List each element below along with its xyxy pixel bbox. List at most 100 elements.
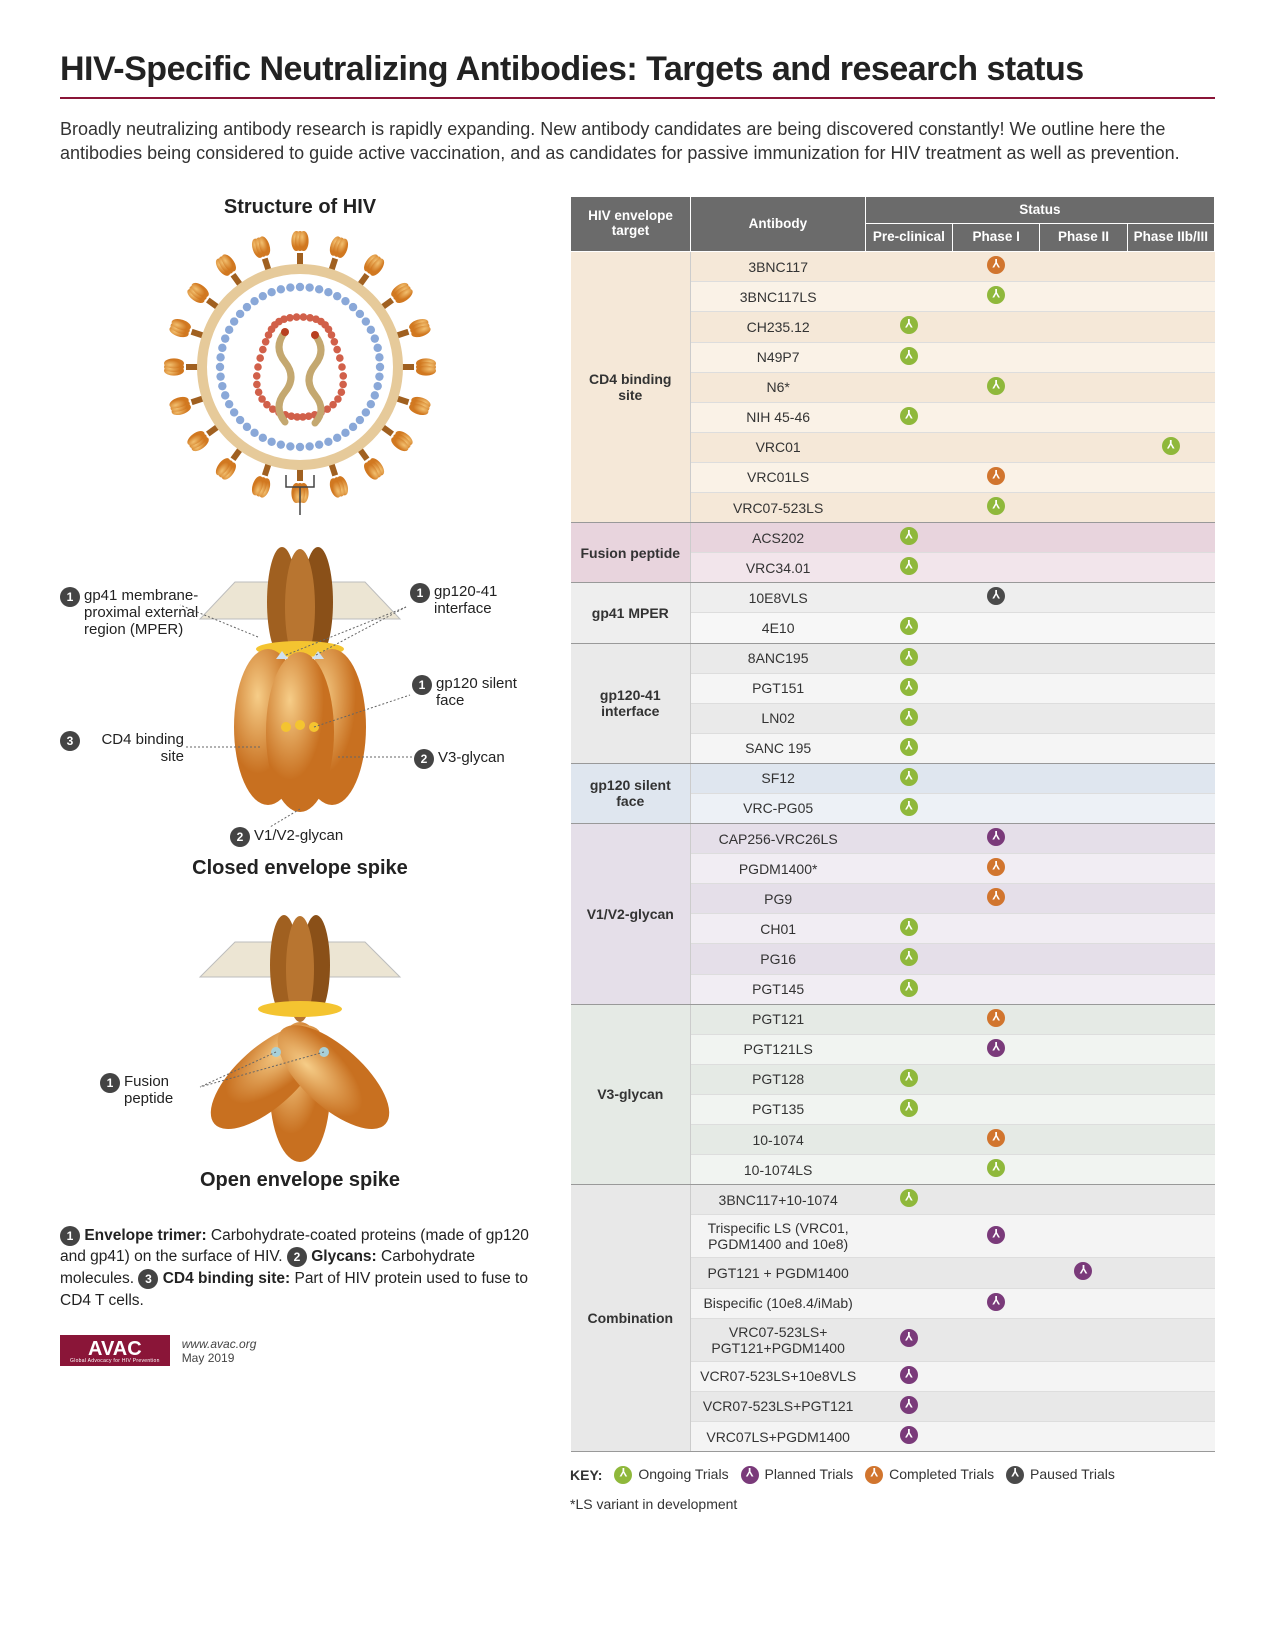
status-cell (1040, 763, 1127, 793)
completed-icon (987, 1129, 1005, 1147)
ongoing-icon (987, 1159, 1005, 1177)
target-cell: CD4 binding site (571, 252, 691, 523)
badge-1-icon: 1 (100, 1073, 120, 1093)
status-cell (1127, 673, 1214, 703)
antibody-cell: PGT151 (691, 673, 866, 703)
status-cell (1040, 613, 1127, 643)
antibody-cell: PGT121LS (691, 1034, 866, 1064)
status-cell (865, 372, 952, 402)
th-phase1: Phase I (953, 224, 1040, 252)
antibody-cell: PGT121 + PGDM1400 (691, 1258, 866, 1288)
completed-icon (987, 888, 1005, 906)
antibody-cell: 10-1074LS (691, 1155, 866, 1185)
status-cell (953, 372, 1040, 402)
antibody-cell: VRC01LS (691, 462, 866, 492)
status-cell (953, 1034, 1040, 1064)
open-spike-diagram (160, 897, 440, 1167)
planned-icon (900, 1329, 918, 1347)
antibody-cell: PG9 (691, 884, 866, 914)
status-cell (1040, 462, 1127, 492)
status-cell (953, 974, 1040, 1004)
planned-icon (900, 1366, 918, 1384)
status-cell (865, 553, 952, 583)
callout-v1v2: V1/V2-glycan (254, 827, 343, 844)
status-cell (953, 944, 1040, 974)
status-cell (953, 824, 1040, 854)
table-column: HIV envelope target Antibody Status Pre-… (570, 196, 1215, 1513)
status-cell (953, 673, 1040, 703)
status-cell (1127, 884, 1214, 914)
status-cell (1127, 793, 1214, 823)
antibody-cell: VCR07-523LS+PGT121 (691, 1391, 866, 1421)
status-cell (865, 252, 952, 282)
status-cell (1040, 643, 1127, 673)
status-cell (865, 643, 952, 673)
status-cell (953, 1064, 1040, 1094)
ongoing-icon (900, 979, 918, 997)
antibody-cell: 10E8VLS (691, 583, 866, 613)
paused-icon (1006, 1466, 1024, 1484)
status-cell (953, 583, 1040, 613)
status-cell (1127, 1361, 1214, 1391)
status-cell (1040, 1185, 1127, 1215)
completed-icon (987, 858, 1005, 876)
status-cell (1040, 1288, 1127, 1318)
diagram-column: Structure of HIV (60, 196, 540, 1513)
status-cell (1040, 703, 1127, 733)
ongoing-icon (900, 798, 918, 816)
antibody-cell: NIH 45-46 (691, 402, 866, 432)
status-cell (953, 884, 1040, 914)
antibody-cell: 4E10 (691, 613, 866, 643)
status-cell (1127, 312, 1214, 342)
status-cell (1040, 493, 1127, 523)
footer-date: May 2019 (182, 1351, 257, 1365)
callout-cd4: CD4 binding site (84, 731, 184, 766)
antibody-cell: VRC07-523LS (691, 493, 866, 523)
status-cell (1127, 914, 1214, 944)
target-cell: Fusion peptide (571, 523, 691, 583)
status-cell (953, 1422, 1040, 1452)
ongoing-icon (987, 497, 1005, 515)
status-cell (865, 824, 952, 854)
status-cell (1127, 493, 1214, 523)
ongoing-icon (900, 407, 918, 425)
status-cell (865, 523, 952, 553)
antibody-cell: PGT121 (691, 1004, 866, 1034)
status-cell (865, 342, 952, 372)
antibody-cell: VRC07-523LS+ PGT121+PGDM1400 (691, 1318, 866, 1361)
antibody-cell: CH235.12 (691, 312, 866, 342)
status-cell (865, 944, 952, 974)
target-cell: Combination (571, 1185, 691, 1452)
callout-fusion: Fusion peptide (124, 1073, 194, 1108)
ongoing-icon (900, 738, 918, 756)
status-cell (1127, 583, 1214, 613)
table-row: gp120-41 interface8ANC195 (571, 643, 1215, 673)
badge-1-icon: 1 (60, 587, 80, 607)
status-cell (1040, 914, 1127, 944)
status-cell (865, 1155, 952, 1185)
ongoing-icon (900, 527, 918, 545)
antibody-cell: PGT145 (691, 974, 866, 1004)
table-row: CD4 binding site3BNC117 (571, 252, 1215, 282)
status-cell (865, 312, 952, 342)
status-cell (1127, 1034, 1214, 1064)
antibody-cell: Trispecific LS (VRC01, PGDM1400 and 10e8… (691, 1215, 866, 1258)
ongoing-icon (987, 377, 1005, 395)
status-cell (953, 1094, 1040, 1124)
status-cell (953, 252, 1040, 282)
closed-spike-title: Closed envelope spike (60, 857, 540, 880)
antibody-cell: 8ANC195 (691, 643, 866, 673)
status-cell (1127, 402, 1214, 432)
status-cell (953, 1258, 1040, 1288)
antibody-cell: 3BNC117LS (691, 282, 866, 312)
status-cell (1040, 402, 1127, 432)
table-row: V3-glycanPGT121 (571, 1004, 1215, 1034)
planned-icon (987, 1039, 1005, 1057)
status-cell (865, 974, 952, 1004)
target-cell: gp41 MPER (571, 583, 691, 643)
status-cell (1127, 643, 1214, 673)
ongoing-icon (1162, 437, 1180, 455)
planned-icon (741, 1466, 759, 1484)
ongoing-icon (900, 347, 918, 365)
status-cell (953, 613, 1040, 643)
